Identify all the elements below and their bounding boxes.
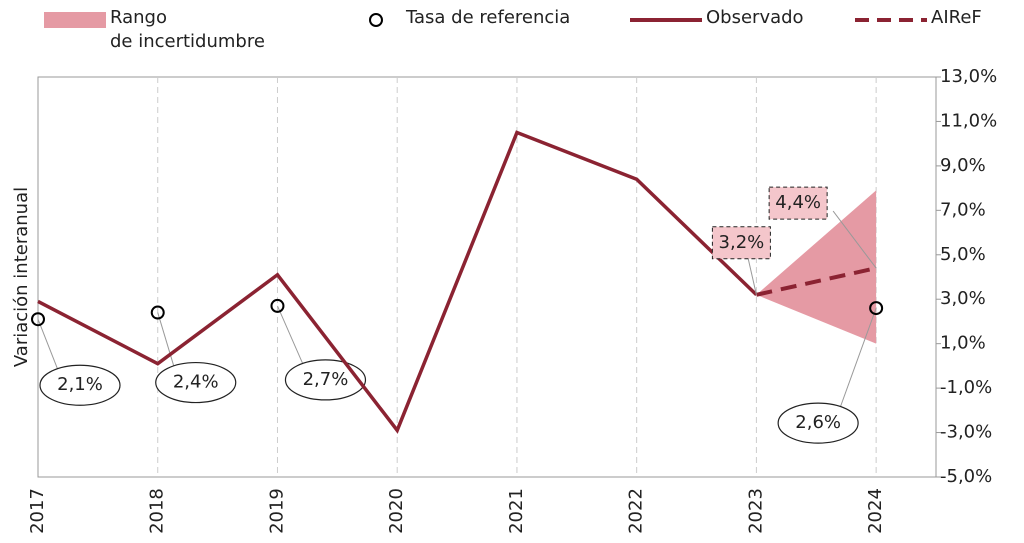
data-label: 3,2% — [719, 232, 765, 253]
reference-point — [31, 312, 45, 327]
series-line — [37, 130, 758, 434]
data-label: 2,4% — [173, 372, 219, 393]
x-tick-label: 2020 — [386, 488, 407, 534]
y-tick-label: 3,0% — [940, 288, 986, 309]
leader-line — [837, 307, 877, 414]
y-tick-label: 5,0% — [940, 244, 986, 265]
leader-line — [277, 305, 306, 371]
plot-area — [37, 76, 937, 478]
y-tick-label: 7,0% — [940, 199, 986, 220]
callout — [39, 364, 121, 406]
y-tick-label: 9,0% — [940, 155, 986, 176]
legend-label: Observado — [706, 7, 804, 28]
legend-label: Tasa de referencia — [406, 7, 571, 28]
y-axis-label: Variación interanual — [11, 187, 32, 367]
x-tick-label: 2023 — [745, 488, 766, 534]
x-tick-label: 2018 — [147, 488, 168, 534]
y-tick-label: 11,0% — [940, 110, 997, 131]
leader-line — [37, 319, 61, 376]
x-tick-label: 2019 — [266, 488, 287, 534]
y-tick-label: 1,0% — [940, 333, 986, 354]
leader-line — [832, 210, 877, 269]
legend-swatch — [44, 12, 106, 28]
x-tick-label: 2021 — [506, 488, 527, 534]
series-line — [755, 266, 877, 297]
leader-line — [157, 312, 177, 373]
x-tick-label: 2017 — [27, 488, 48, 534]
x-tick-label: 2022 — [626, 488, 647, 534]
data-label: 2,1% — [57, 374, 103, 395]
callout — [155, 361, 237, 404]
legend-label: AIReF — [931, 7, 982, 28]
reference-point — [869, 301, 884, 316]
data-label: 2,6% — [795, 412, 841, 433]
y-tick-label: -1,0% — [940, 377, 992, 398]
legend-label: Rango de incertidumbre — [110, 7, 265, 52]
y-tick-label: -5,0% — [940, 466, 992, 487]
callout — [768, 186, 828, 220]
reference-point — [270, 298, 285, 313]
data-label: 4,4% — [775, 192, 821, 213]
callout — [777, 402, 859, 444]
callout — [284, 359, 367, 401]
y-tick-label: -3,0% — [940, 422, 992, 443]
legend-marker — [369, 13, 383, 27]
y-tick-label: 13,0% — [940, 66, 997, 87]
x-tick-label: 2024 — [865, 488, 886, 534]
data-label: 2,7% — [303, 369, 349, 390]
callout — [711, 226, 771, 260]
reference-point — [150, 305, 165, 320]
